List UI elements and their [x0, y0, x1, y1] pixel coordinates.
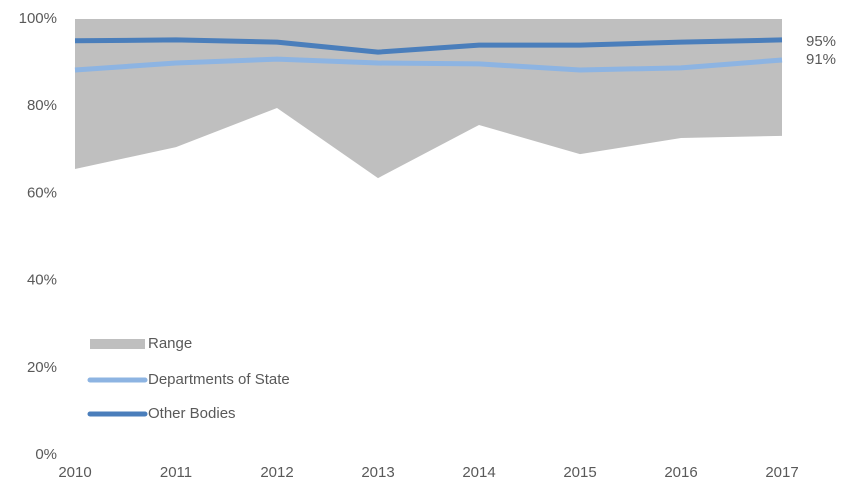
y-tick-label: 0% — [35, 446, 57, 463]
x-tick-label: 2012 — [260, 464, 293, 481]
legend-label: Range — [148, 335, 192, 352]
y-tick-label: 80% — [27, 97, 57, 114]
y-tick-label: 40% — [27, 272, 57, 289]
legend-label: Other Bodies — [148, 405, 236, 422]
end-label: 91% — [806, 51, 836, 68]
x-tick-label: 2010 — [58, 464, 91, 481]
legend-swatch — [90, 339, 145, 349]
series-line — [74, 37, 783, 55]
y-tick-label: 100% — [19, 10, 57, 27]
x-tick-label: 2017 — [765, 464, 798, 481]
end-label: 95% — [806, 33, 836, 50]
y-tick-label: 60% — [27, 184, 57, 201]
x-tick-label: 2014 — [462, 464, 495, 481]
x-tick-label: 2015 — [563, 464, 596, 481]
y-tick-label: 20% — [27, 359, 57, 376]
legend-label: Departments of State — [148, 371, 290, 388]
x-tick-label: 2011 — [160, 464, 192, 481]
series-line — [74, 56, 783, 73]
x-tick-label: 2016 — [664, 464, 697, 481]
x-tick-label: 2013 — [361, 464, 394, 481]
